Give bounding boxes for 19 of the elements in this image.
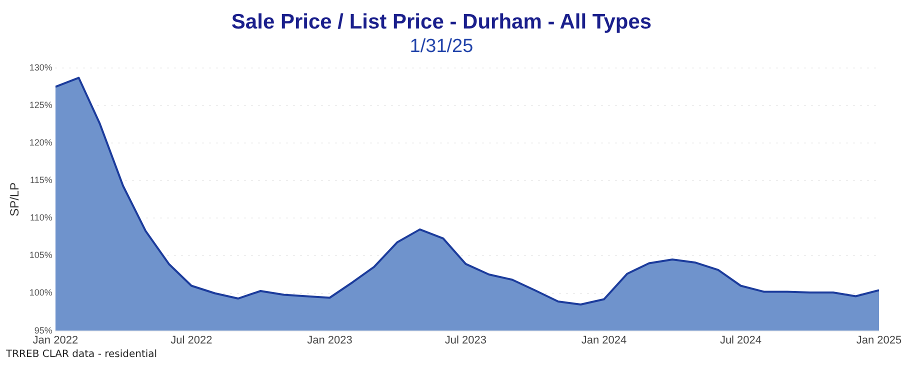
x-tick-label: Jul 2024 <box>720 334 762 346</box>
x-tick-label: Jan 2025 <box>856 334 902 346</box>
y-tick-label: 130% <box>29 62 52 72</box>
y-tick-label: 120% <box>29 138 52 148</box>
y-tick-label: 100% <box>29 288 52 298</box>
x-tick-label: Jan 2024 <box>581 334 627 346</box>
y-tick-label: 115% <box>30 175 52 186</box>
text: TRREB CLAR data - residential <box>6 349 158 360</box>
x-tick-label: Jan 2022 <box>32 334 78 346</box>
y-tick-label: 95% <box>34 325 52 336</box>
y-tick-label: 105% <box>29 250 52 260</box>
y-axis-title: SP/LP <box>8 182 22 216</box>
x-tick-label: Jan 2023 <box>307 334 352 346</box>
x-tick-label: Jul 2023 <box>444 334 487 346</box>
x-tick-label: Jul 2022 <box>170 334 212 346</box>
chart-subtitle: 1/31/25 <box>410 36 474 57</box>
y-tick-label: 110% <box>30 212 52 223</box>
chart-title: Sale Price / List Price - Durham - All Types <box>231 10 652 34</box>
y-tick-label: 125% <box>29 100 52 110</box>
